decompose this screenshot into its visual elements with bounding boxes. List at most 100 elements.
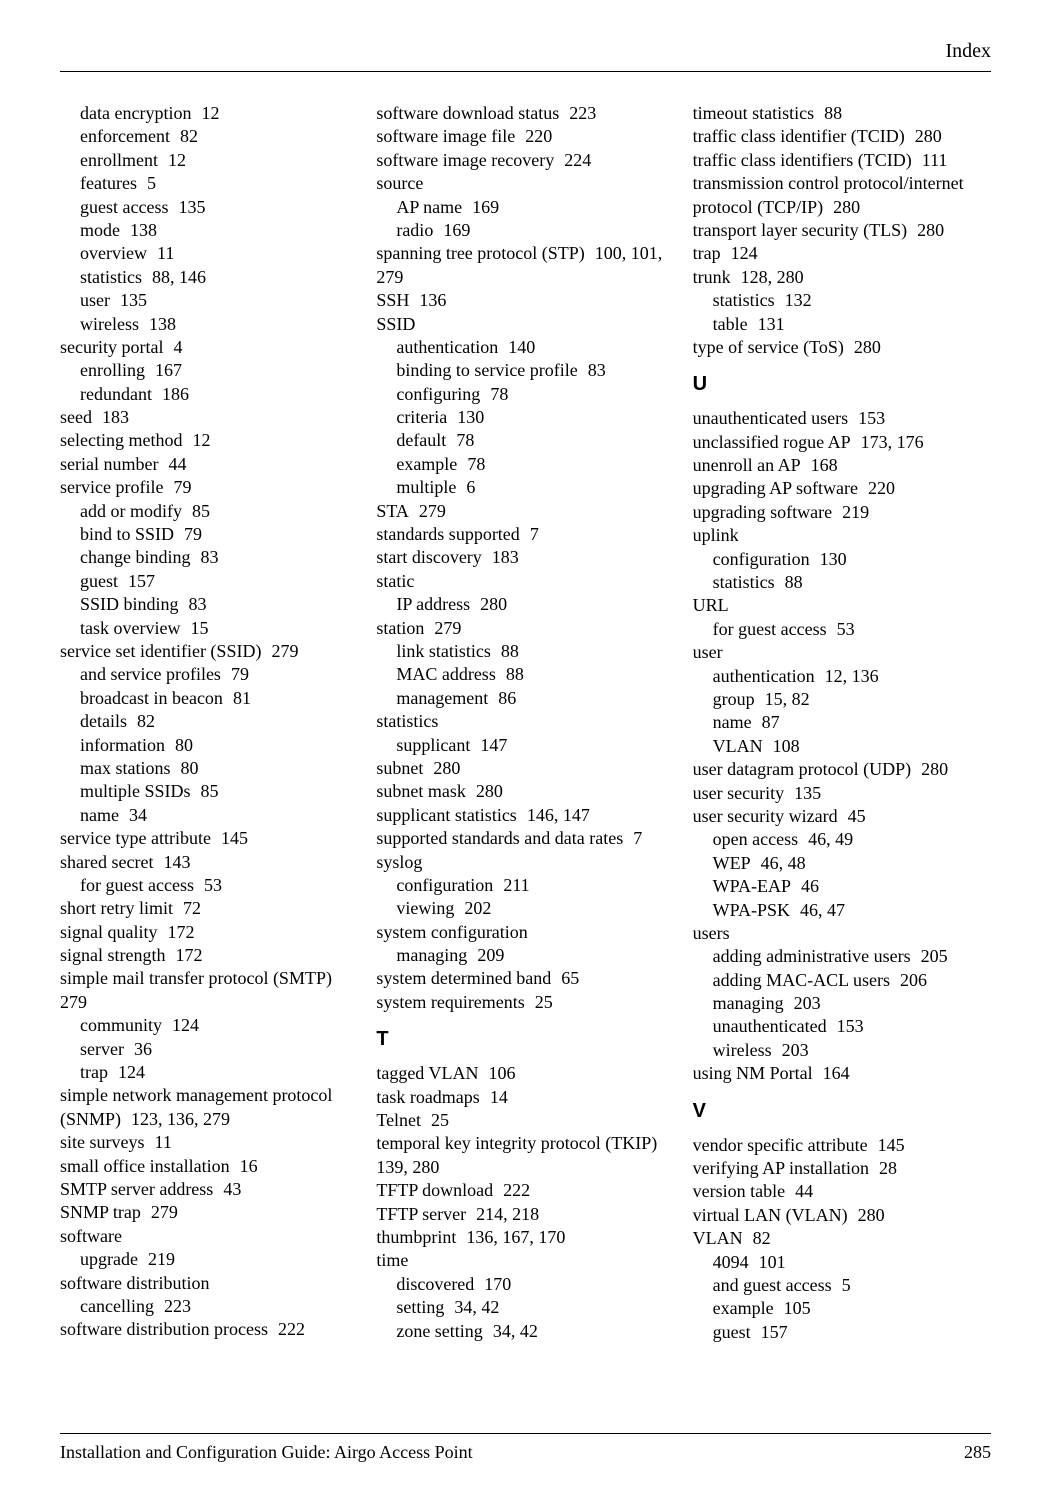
index-entry: redundant186 [60,383,358,406]
entry-pages: 86 [498,688,516,708]
entry-pages: 85 [192,501,210,521]
index-entry: enrolling167 [60,359,358,382]
entry-pages: 203 [794,993,821,1013]
index-entry: open access46, 49 [693,828,991,851]
entry-pages: 106 [488,1063,515,1083]
section-letter: T [376,1026,674,1052]
entry-text: name [80,805,119,825]
entry-text: management [396,688,488,708]
index-entry: TFTP download222 [376,1179,674,1202]
index-entry: example78 [376,453,674,476]
entry-pages: 80 [175,735,193,755]
entry-text: SSID [376,314,415,334]
index-entry: traffic class identifiers (TCID)111 [693,149,991,172]
index-entry: virtual LAN (VLAN)280 [693,1204,991,1227]
entry-text: Telnet [376,1110,421,1130]
entry-text: guest access [80,197,168,217]
index-entry: group15, 82 [693,688,991,711]
section-letter: V [693,1098,991,1124]
index-entry: traffic class identifier (TCID)280 [693,125,991,148]
entry-text: for guest access [713,619,827,639]
index-entry: software download status223 [376,102,674,125]
entry-text: criteria [396,407,447,427]
index-entry: software distribution process222 [60,1318,358,1341]
entry-pages: 16 [240,1156,258,1176]
index-entry: serial number44 [60,453,358,476]
entry-text: max stations [80,758,171,778]
entry-text: user [80,290,110,310]
index-entry: name87 [693,711,991,734]
index-entry: service type attribute145 [60,827,358,850]
entry-text: adding MAC-ACL users [713,970,890,990]
entry-text: 4094 [713,1252,749,1272]
index-entry: security portal4 [60,336,358,359]
entry-pages: 15, 82 [765,689,810,709]
entry-pages: 164 [823,1063,850,1083]
index-entry: AP name169 [376,196,674,219]
index-column-3: timeout statistics88traffic class identi… [693,102,991,1344]
entry-text: software image recovery [376,150,554,170]
entry-pages: 88 [824,103,842,123]
index-entry: spanning tree protocol (STP)100, 101, 27… [376,242,674,289]
entry-text: redundant [80,384,152,404]
entry-text: serial number [60,454,158,474]
footer-page-number: 285 [964,1442,991,1463]
entry-text: task roadmaps [376,1087,479,1107]
entry-pages: 130 [820,549,847,569]
entry-pages: 25 [535,992,553,1012]
entry-pages: 4 [173,337,182,357]
entry-text: temporal key integrity protocol (TKIP) [376,1133,657,1153]
entry-pages: 11 [155,1132,172,1152]
index-entry: user [693,641,991,664]
entry-text: broadcast in beacon [80,688,223,708]
entry-pages: 43 [223,1179,241,1199]
entry-pages: 128, 280 [741,267,804,287]
index-entry: system configuration [376,921,674,944]
entry-text: statistics [713,290,775,310]
entry-text: user datagram protocol (UDP) [693,759,911,779]
entry-text: simple mail transfer protocol (SMTP) [60,968,332,988]
entry-text: upgrading AP software [693,478,858,498]
entry-pages: 12 [192,430,210,450]
entry-text: TFTP server [376,1204,466,1224]
entry-text: SSID binding [80,594,179,614]
entry-text: trap [693,243,721,263]
entry-text: and guest access [713,1275,832,1295]
entry-text: service profile [60,477,163,497]
index-entry: unclassified rogue AP173, 176 [693,431,991,454]
entry-pages: 80 [181,758,199,778]
index-entry: statistics [376,710,674,733]
entry-pages: 65 [561,968,579,988]
entry-text: upgrading software [693,502,832,522]
index-entry: short retry limit72 [60,897,358,920]
index-entry: details82 [60,710,358,733]
entry-text: binding to service profile [396,360,577,380]
entry-text: software image file [376,126,515,146]
entry-text: seed [60,407,92,427]
entry-text: uplink [693,525,739,545]
entry-pages: 46 [801,876,819,896]
index-entry: temporal key integrity protocol (TKIP)13… [376,1132,674,1179]
index-entry: SSH136 [376,289,674,312]
entry-text: thumbprint [376,1227,456,1247]
index-entry: features5 [60,172,358,195]
index-entry: SSID binding83 [60,593,358,616]
entry-text: open access [713,829,798,849]
index-entry: IP address280 [376,593,674,616]
index-entry: add or modify85 [60,500,358,523]
entry-text: type of service (ToS) [693,337,844,357]
index-entry: using NM Portal164 [693,1062,991,1085]
entry-pages: 214, 218 [476,1204,539,1224]
entry-pages: 146, 147 [527,805,590,825]
index-entry: vendor specific attribute145 [693,1134,991,1157]
index-entry: radio169 [376,219,674,242]
entry-text: system configuration [376,922,527,942]
entry-pages: 167 [155,360,182,380]
index-entry: task overview15 [60,617,358,640]
entry-pages: 222 [278,1319,305,1339]
entry-pages: 153 [858,408,885,428]
entry-pages: 79 [173,477,191,497]
entry-text: signal strength [60,945,166,965]
entry-text: authentication [713,666,815,686]
entry-text: VLAN [713,736,763,756]
